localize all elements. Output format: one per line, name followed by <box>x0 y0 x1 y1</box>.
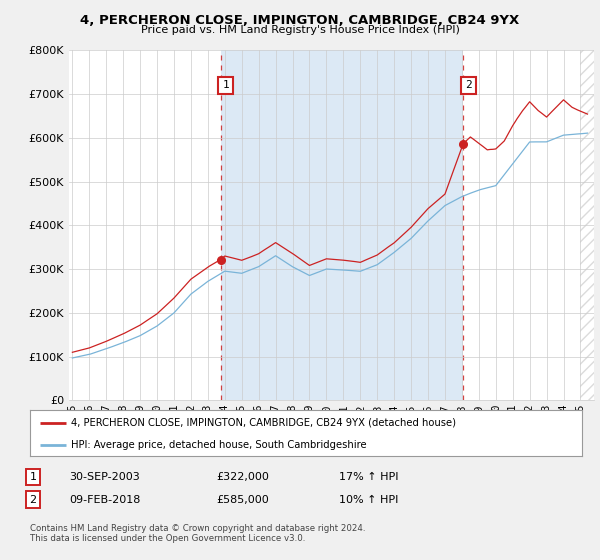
Text: 09-FEB-2018: 09-FEB-2018 <box>69 494 140 505</box>
Bar <box>580 50 598 400</box>
Text: 30-SEP-2003: 30-SEP-2003 <box>69 472 140 482</box>
Text: 4, PERCHERON CLOSE, IMPINGTON, CAMBRIDGE, CB24 9YX: 4, PERCHERON CLOSE, IMPINGTON, CAMBRIDGE… <box>80 14 520 27</box>
Text: 10% ↑ HPI: 10% ↑ HPI <box>339 494 398 505</box>
Text: 1: 1 <box>29 472 37 482</box>
Text: 17% ↑ HPI: 17% ↑ HPI <box>339 472 398 482</box>
Text: 2: 2 <box>465 81 472 90</box>
Text: 4, PERCHERON CLOSE, IMPINGTON, CAMBRIDGE, CB24 9YX (detached house): 4, PERCHERON CLOSE, IMPINGTON, CAMBRIDGE… <box>71 418 457 428</box>
Bar <box>221 50 463 400</box>
Text: Price paid vs. HM Land Registry's House Price Index (HPI): Price paid vs. HM Land Registry's House … <box>140 25 460 35</box>
Text: Contains HM Land Registry data © Crown copyright and database right 2024.
This d: Contains HM Land Registry data © Crown c… <box>30 524 365 543</box>
Text: 1: 1 <box>222 81 229 90</box>
Text: 2: 2 <box>29 494 37 505</box>
Text: £322,000: £322,000 <box>216 472 269 482</box>
Text: HPI: Average price, detached house, South Cambridgeshire: HPI: Average price, detached house, Sout… <box>71 440 367 450</box>
Text: £585,000: £585,000 <box>216 494 269 505</box>
